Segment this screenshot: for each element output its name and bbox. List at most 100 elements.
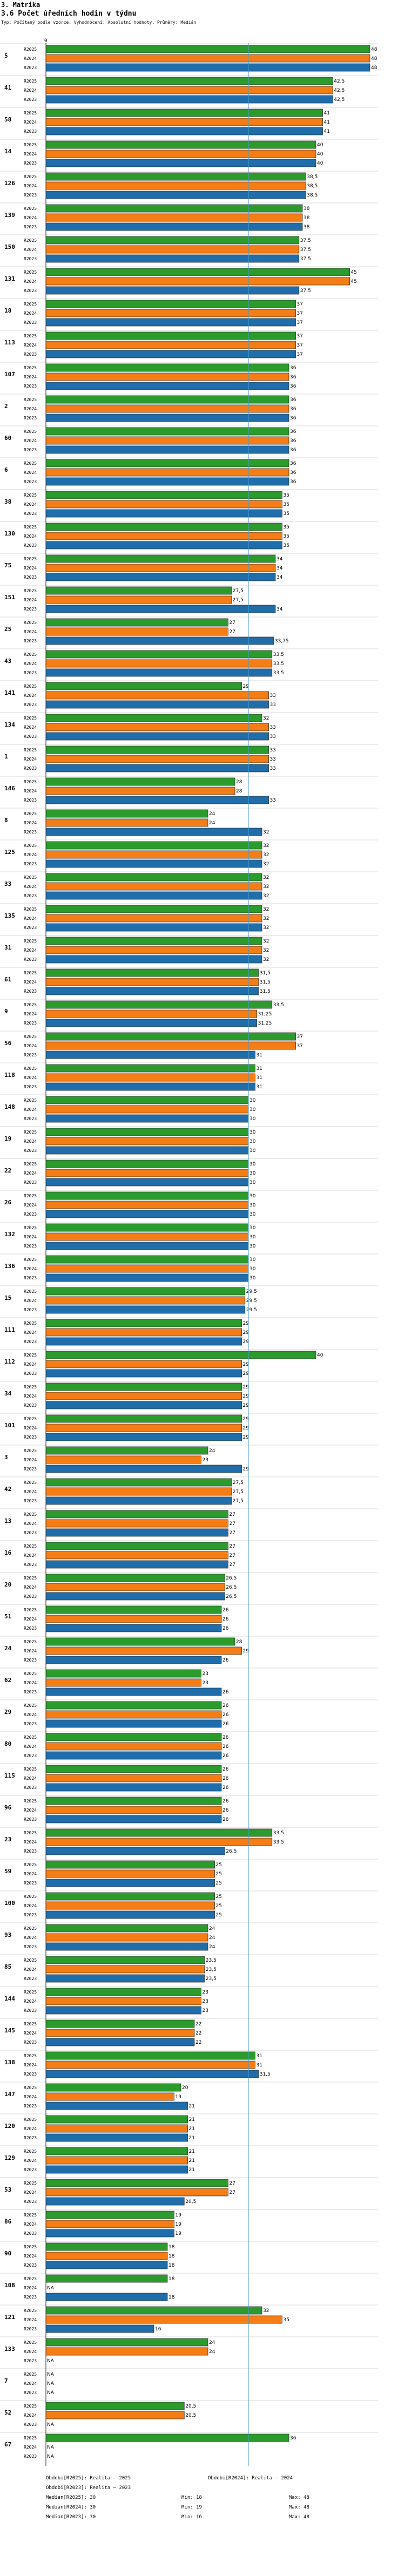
series-label: R2023 (24, 702, 37, 707)
data-label: 27 (230, 2181, 235, 2186)
series-label: R2024 (24, 2381, 37, 2386)
series-label: R2025 (24, 1767, 37, 1772)
data-label: 29 (243, 1467, 249, 1472)
footer-text: Median[R2023]: 30 (46, 2514, 96, 2520)
data-label: 22 (195, 2022, 201, 2027)
series-label: R2023 (24, 97, 37, 102)
bar (45, 2188, 228, 2197)
footer-text: Max: 48 (289, 2495, 309, 2500)
series-label: R2024 (24, 693, 37, 698)
data-label: 35 (284, 534, 289, 539)
data-label: 25 (216, 1903, 222, 1909)
series-label: R2024 (24, 1235, 37, 1239)
series-label: R2023 (24, 448, 37, 452)
series-label: R2023 (24, 1849, 37, 1854)
data-label: 29 (243, 1403, 249, 1408)
series-label: R2023 (24, 1371, 37, 1376)
bar (45, 1719, 222, 1728)
data-label: 30 (249, 1180, 256, 1185)
data-label: 21 (189, 2167, 195, 2173)
series-label: R2023 (24, 734, 37, 739)
series-label: R2023 (24, 1721, 37, 1726)
series-label: R2024 (24, 2031, 37, 2036)
series-label: R2025 (24, 2053, 37, 2058)
bar (45, 1583, 225, 1591)
data-label: 33 (270, 766, 276, 771)
bar (45, 45, 370, 53)
series-label: R2023 (24, 1785, 37, 1790)
series-label: R2024 (24, 1872, 37, 1876)
data-label: NA (47, 2390, 55, 2396)
bar (45, 968, 259, 977)
bar (45, 755, 269, 763)
data-label: 21 (189, 2117, 195, 2123)
data-label: 36 (290, 397, 296, 403)
data-label: 27,5 (233, 588, 244, 594)
data-label: 37,5 (300, 256, 311, 262)
series-label: R2024 (24, 2158, 37, 2163)
data-label: 35 (284, 543, 289, 548)
bar (45, 404, 289, 413)
data-label: 26 (222, 1767, 229, 1772)
data-label: 20 (182, 2085, 188, 2091)
data-label: 32 (263, 907, 269, 912)
data-label: 29 (243, 1321, 249, 1326)
bar (45, 363, 289, 372)
series-label: R2025 (24, 1703, 37, 1708)
series-label: R2024 (24, 311, 37, 316)
series-label: R2025 (24, 875, 37, 880)
data-label: 33,5 (273, 1831, 284, 1836)
bar (45, 1032, 296, 1041)
bar (45, 1510, 228, 1519)
series-label: R2024 (24, 1808, 37, 1813)
data-label: 32 (263, 925, 269, 931)
series-label: R2024 (24, 215, 37, 220)
bar (45, 309, 296, 317)
data-label: 35 (284, 502, 289, 507)
series-label: R2025 (24, 2404, 37, 2409)
series-label: R2024 (24, 247, 37, 252)
group-label: 67 (4, 2441, 11, 2448)
bar (45, 1128, 249, 1136)
data-label: 48 (371, 65, 377, 71)
data-label: 26,5 (226, 1849, 237, 1854)
group-label: 130 (4, 530, 15, 537)
data-label: 30 (249, 1212, 256, 1217)
bar (45, 1528, 228, 1537)
data-label: 40 (317, 152, 323, 157)
group-label: 107 (4, 371, 15, 378)
series-label: R2024 (24, 343, 37, 348)
data-label: 23 (202, 1458, 208, 1463)
series-label: R2023 (24, 893, 37, 898)
bar (45, 1201, 249, 1209)
series-label: R2024 (24, 1139, 37, 1144)
data-label: 18 (168, 2245, 175, 2250)
series-label: R2025 (24, 2340, 37, 2345)
series-label: R2024 (24, 1744, 37, 1749)
series-label: R2025 (24, 1194, 37, 1198)
series-label: R2023 (24, 193, 37, 198)
data-label: 34 (276, 566, 283, 571)
group-label: 115 (4, 1772, 15, 1779)
data-label: 23 (202, 1680, 208, 1686)
data-label: 29 (243, 684, 249, 689)
series-label: R2023 (24, 129, 37, 134)
bar (45, 1287, 246, 1296)
series-label: R2025 (24, 493, 37, 498)
bar (45, 2338, 208, 2347)
data-label: 18 (168, 2254, 175, 2259)
series-label: R2024 (24, 1617, 37, 1622)
bar (45, 532, 282, 540)
data-label: 32 (263, 875, 269, 880)
bar (45, 1656, 222, 1664)
series-label: R2025 (24, 1321, 37, 1326)
bar (45, 350, 296, 358)
data-label: 26 (222, 1721, 229, 1727)
series-label: R2024 (24, 629, 37, 634)
bar (45, 1637, 235, 1646)
series-label: R2025 (24, 748, 37, 753)
bar (45, 745, 269, 754)
data-label: 36 (290, 375, 296, 380)
data-label: 40 (317, 161, 323, 166)
group-label: 100 (4, 1900, 15, 1907)
